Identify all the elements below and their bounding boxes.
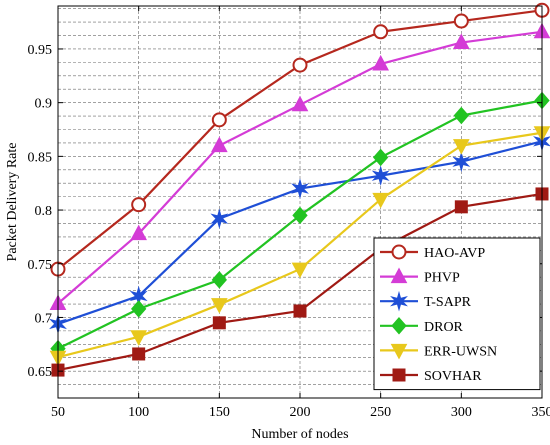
axes: 0.65 0.7 0.75 0.8 0.85 0.9 0.95 50 100 150 200 250 3… — [28, 6, 550, 420]
x-tick-label: 100 — [128, 405, 149, 420]
legend-marker — [390, 290, 408, 312]
data-point-sovhar — [212, 316, 226, 330]
data-point-dror — [453, 106, 469, 125]
data-point-phvp — [452, 33, 470, 50]
legend-entry-phvp: PHVP — [380, 267, 460, 286]
data-point-err-uwsn — [291, 262, 309, 279]
x-tick-label: 200 — [290, 405, 311, 420]
y-tick-label: 0.85 — [28, 150, 53, 165]
data-point-hao-avp — [453, 13, 469, 29]
y-tick-label: 0.9 — [35, 97, 53, 112]
data-point-t-sapr — [452, 151, 471, 173]
data-point-err-uwsn — [130, 330, 148, 346]
y-tick-label: 0.7 — [35, 311, 53, 326]
y-tick-label: 0.65 — [28, 365, 53, 380]
y-tick-label: 0.95 — [28, 43, 53, 58]
data-point-phvp — [210, 136, 228, 153]
legend-marker — [391, 317, 407, 335]
data-point-sovhar — [454, 200, 468, 214]
legend-entry-t-sapr: T-SAPR — [380, 290, 472, 312]
y-tick-label: 0.75 — [28, 258, 53, 273]
legend-label: DROR — [424, 320, 464, 335]
data-point-err-uwsn — [210, 298, 228, 314]
data-point-sovhar — [293, 304, 307, 318]
data-point-err-uwsn — [372, 192, 390, 209]
legend-label: T-SAPR — [424, 295, 472, 310]
data-point-hao-avp — [373, 24, 389, 40]
data-point-dror — [131, 300, 147, 318]
legend-entry-sovhar: SOVHAR — [380, 368, 482, 384]
x-tick-label: 250 — [370, 405, 391, 420]
legend-marker — [390, 343, 408, 360]
y-tick-label: 0.8 — [35, 204, 53, 219]
data-point-t-sapr — [371, 165, 390, 187]
data-point-hao-avp — [131, 197, 147, 213]
data-point-t-sapr — [210, 208, 229, 229]
x-tick-label: 50 — [51, 405, 65, 420]
legend-marker — [392, 368, 406, 382]
series-t-sapr — [49, 130, 550, 335]
data-point-hao-avp — [211, 112, 227, 128]
data-point-sovhar — [132, 347, 146, 361]
x-tick-label: 350 — [532, 405, 550, 420]
legend-label: SOVHAR — [424, 369, 482, 384]
legend-entry-err-uwsn: ERR-UWSN — [380, 343, 497, 360]
series-hao-avp — [50, 2, 550, 277]
data-point-phvp — [291, 95, 309, 112]
x-axis-title: Number of nodes — [251, 427, 348, 442]
data-point-dror — [373, 148, 389, 167]
x-tick-label: 300 — [451, 405, 472, 420]
data-point-phvp — [130, 224, 148, 241]
legend-marker — [391, 244, 407, 260]
legend-label: HAO-AVP — [424, 246, 485, 261]
data-point-t-sapr — [291, 178, 309, 199]
data-point-dror — [211, 271, 227, 289]
y-axis-title: Packet Delivery Rate — [5, 143, 20, 262]
legend-entry-hao-avp: HAO-AVP — [380, 244, 485, 261]
data-point-err-uwsn — [452, 139, 470, 155]
legend: HAO-AVP PHVP T-SAPR DROR ERR-UWSN SOVHAR — [373, 237, 541, 391]
legend-marker — [390, 267, 408, 284]
legend-label: ERR-UWSN — [424, 344, 497, 359]
x-tick-label: 150 — [209, 405, 230, 420]
legend-entry-dror: DROR — [380, 317, 464, 335]
legend-box — [373, 237, 541, 391]
legend-label: PHVP — [424, 271, 460, 286]
data-point-dror — [292, 206, 308, 225]
data-point-hao-avp — [292, 57, 308, 73]
data-point-phvp — [372, 54, 390, 71]
